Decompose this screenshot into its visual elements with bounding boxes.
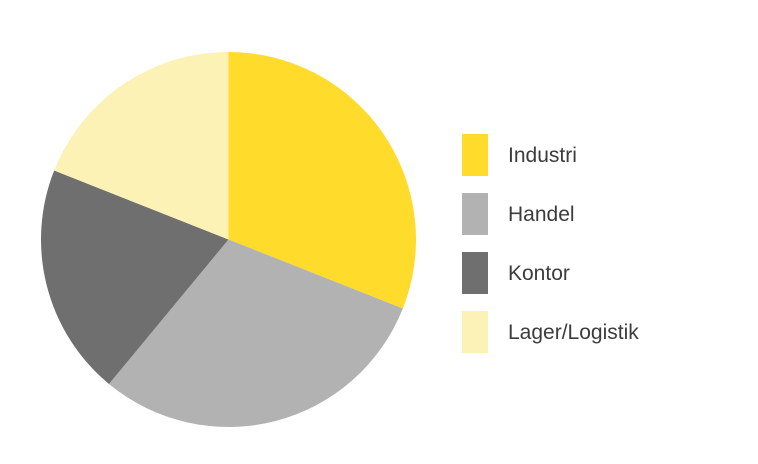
legend-item-kontor: Kontor (462, 252, 639, 294)
legend-label-kontor: Kontor (508, 261, 570, 285)
legend-swatch-industri (462, 134, 488, 176)
pie-slice-lager-logistik (54, 52, 229, 240)
legend-item-handel: Handel (462, 193, 639, 235)
legend-label-lager-logistik: Lager/Logistik (508, 320, 639, 344)
chart-legend: Industri Handel Kontor Lager/Logistik (462, 134, 639, 353)
legend-swatch-kontor (462, 252, 488, 294)
legend-label-handel: Handel (508, 202, 575, 226)
legend-swatch-handel (462, 193, 488, 235)
pie-svg (41, 52, 416, 427)
legend-item-lager-logistik: Lager/Logistik (462, 311, 639, 353)
legend-swatch-lager-logistik (462, 311, 488, 353)
legend-label-industri: Industri (508, 143, 577, 167)
pie-slice-industri (228, 52, 416, 309)
pie-chart (41, 52, 416, 427)
pie-slice-kontor (41, 170, 229, 384)
legend-item-industri: Industri (462, 134, 639, 176)
pie-slice-handel (108, 239, 403, 427)
